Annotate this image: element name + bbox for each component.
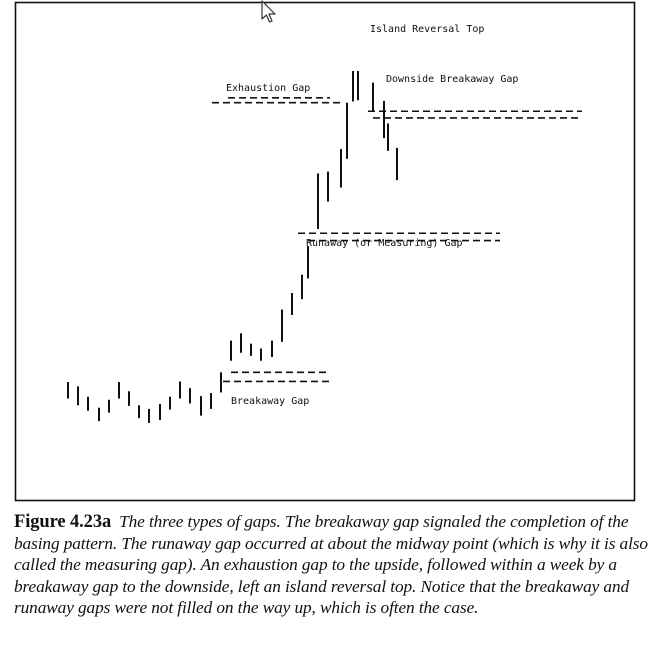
figure-caption: Figure 4.23a The three types of gaps. The… — [14, 511, 654, 618]
chart-frame — [14, 1, 636, 502]
annotation-label: Downside Breakaway Gap — [386, 74, 518, 85]
annotation-label: Runaway (or Measuring) Gap — [306, 238, 463, 249]
mouse-pointer-icon — [261, 0, 276, 23]
price-bars — [67, 70, 398, 423]
annotation-label: Breakaway Gap — [231, 396, 309, 407]
annotation-label: Exhaustion Gap — [226, 83, 310, 94]
gap-lines — [212, 97, 582, 383]
figure-label: Figure 4.23a — [14, 512, 112, 532]
caption-text: The three types of gaps. The breakaway g… — [14, 512, 648, 617]
annotations: Island Reversal Top Downside Breakaway Ga… — [226, 24, 518, 407]
annotation-label: Island Reversal Top — [370, 24, 484, 35]
